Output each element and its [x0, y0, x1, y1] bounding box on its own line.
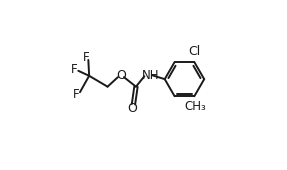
Text: Cl: Cl [188, 45, 200, 57]
Text: CH₃: CH₃ [185, 100, 207, 113]
Text: F: F [71, 63, 77, 76]
Text: F: F [72, 88, 79, 101]
Text: O: O [127, 102, 137, 115]
Text: O: O [116, 69, 126, 82]
Text: F: F [82, 51, 89, 64]
Text: NH: NH [141, 69, 159, 82]
